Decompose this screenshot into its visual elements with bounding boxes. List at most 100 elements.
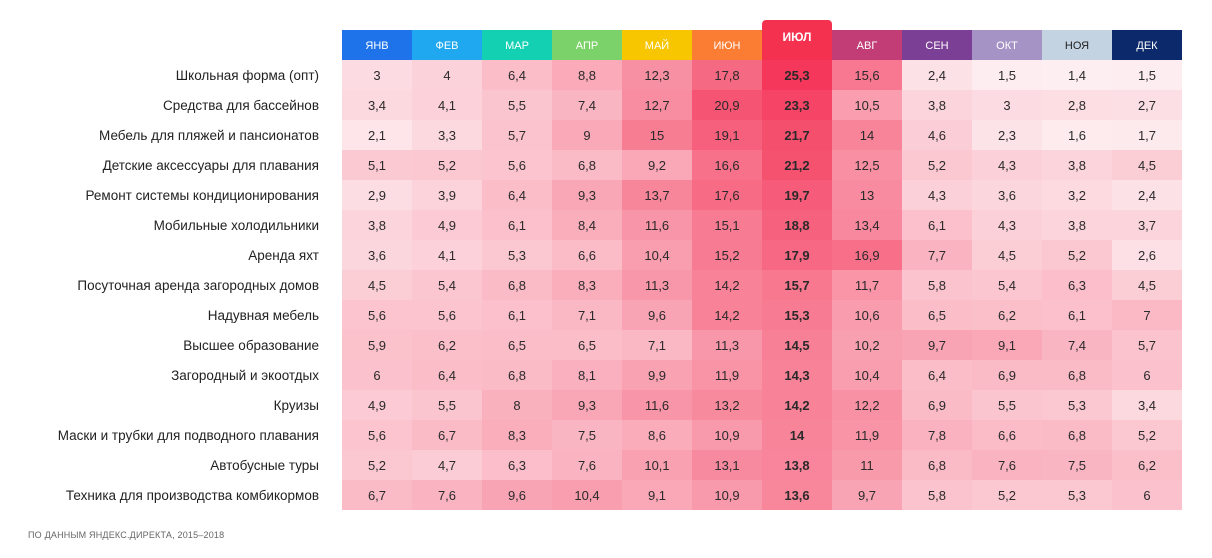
heat-cell bbox=[1112, 450, 1182, 480]
month-label-5: МАЙ bbox=[645, 39, 669, 52]
heat-cell bbox=[902, 480, 972, 510]
heat-cell bbox=[1112, 360, 1182, 390]
cell-value: 11,9 bbox=[855, 428, 879, 443]
cell-value: 14,2 bbox=[784, 398, 809, 413]
heat-cell bbox=[902, 420, 972, 450]
heat-cell bbox=[622, 390, 692, 420]
heat-cell bbox=[902, 270, 972, 300]
heat-cell bbox=[692, 90, 762, 120]
cell-value: 3,9 bbox=[438, 188, 456, 203]
cell-value: 15,2 bbox=[714, 248, 739, 263]
month-label-1: ЯНВ bbox=[365, 40, 388, 52]
heat-cell bbox=[762, 150, 832, 180]
heat-cell bbox=[1112, 60, 1182, 90]
heat-cell bbox=[482, 60, 552, 90]
heat-cell bbox=[692, 240, 762, 270]
cell-value: 5,9 bbox=[368, 338, 386, 353]
cell-value: 7,8 bbox=[928, 428, 946, 443]
cell-value: 17,9 bbox=[784, 248, 809, 263]
heat-cell bbox=[342, 480, 412, 510]
cell-value: 6,7 bbox=[368, 488, 386, 503]
cell-value: 5,7 bbox=[1138, 338, 1156, 353]
heat-cell bbox=[972, 120, 1042, 150]
heat-cell bbox=[552, 360, 622, 390]
cell-value: 8,3 bbox=[578, 278, 596, 293]
row-label-14: Автобусные туры bbox=[210, 458, 319, 473]
cell-value: 3,6 bbox=[368, 248, 386, 263]
cell-value: 6,5 bbox=[508, 338, 526, 353]
cell-value: 13,6 bbox=[784, 488, 809, 503]
heat-cell bbox=[1112, 90, 1182, 120]
cell-value: 2,6 bbox=[1138, 248, 1156, 263]
heat-cell bbox=[1042, 120, 1112, 150]
cell-value: 15 bbox=[650, 128, 664, 143]
heat-cell bbox=[762, 210, 832, 240]
heat-cell bbox=[1112, 180, 1182, 210]
heat-cell bbox=[1042, 390, 1112, 420]
cell-value: 10,9 bbox=[714, 428, 739, 443]
cell-value: 11,6 bbox=[645, 218, 669, 233]
cell-value: 13,7 bbox=[644, 188, 669, 203]
month-header-6 bbox=[692, 30, 762, 60]
cell-value: 2,4 bbox=[1138, 188, 1156, 203]
cell-value: 5,6 bbox=[438, 308, 456, 323]
month-label-9: СЕН bbox=[925, 40, 948, 52]
cell-value: 8,8 bbox=[578, 68, 596, 83]
heat-cell bbox=[902, 300, 972, 330]
cell-value: 9,7 bbox=[928, 338, 946, 353]
heat-cell bbox=[692, 450, 762, 480]
cell-value: 6,6 bbox=[998, 428, 1016, 443]
cell-value: 4,5 bbox=[998, 248, 1016, 263]
cell-value: 9 bbox=[583, 128, 590, 143]
heat-cell bbox=[482, 420, 552, 450]
heat-cell bbox=[622, 360, 692, 390]
cell-value: 14 bbox=[790, 428, 805, 443]
cell-value: 7,1 bbox=[578, 308, 596, 323]
cell-value: 4,1 bbox=[438, 98, 456, 113]
cell-value: 3 bbox=[1003, 98, 1010, 113]
cell-value: 4,9 bbox=[438, 218, 456, 233]
row-label-15: Техника для производства комбикормов bbox=[66, 488, 319, 503]
heat-cell bbox=[552, 90, 622, 120]
cell-value: 8,6 bbox=[648, 428, 666, 443]
cell-value: 6,2 bbox=[998, 308, 1016, 323]
cell-value: 4,3 bbox=[998, 158, 1016, 173]
source-footnote: ПО ДАННЫМ ЯНДЕКС.ДИРЕКТА, 2015–2018 bbox=[28, 530, 225, 540]
heat-cell bbox=[1112, 120, 1182, 150]
heat-cell bbox=[692, 120, 762, 150]
month-header-11 bbox=[1042, 30, 1112, 60]
heat-cell bbox=[482, 150, 552, 180]
heat-cell bbox=[622, 270, 692, 300]
cell-value: 10,5 bbox=[854, 98, 879, 113]
cell-value: 6,8 bbox=[1068, 368, 1086, 383]
cell-value: 3,4 bbox=[368, 98, 386, 113]
heat-cell bbox=[902, 90, 972, 120]
cell-value: 10,6 bbox=[854, 308, 879, 323]
heat-cell bbox=[902, 360, 972, 390]
row-label-10: Высшее образование bbox=[183, 338, 319, 353]
heat-cell bbox=[412, 300, 482, 330]
cell-value: 10,4 bbox=[854, 368, 879, 383]
cell-value: 9,3 bbox=[578, 188, 596, 203]
heat-cell bbox=[832, 390, 902, 420]
heat-cell bbox=[832, 60, 902, 90]
heat-cell bbox=[342, 360, 412, 390]
cell-value: 5,7 bbox=[508, 128, 526, 143]
heat-cell bbox=[482, 120, 552, 150]
heat-cell bbox=[762, 300, 832, 330]
heat-cell bbox=[482, 240, 552, 270]
cell-value: 9,1 bbox=[648, 488, 666, 503]
heat-cell bbox=[902, 120, 972, 150]
heat-cell bbox=[552, 120, 622, 150]
heat-cell bbox=[1042, 210, 1112, 240]
heat-cell bbox=[622, 180, 692, 210]
heat-cell bbox=[412, 60, 482, 90]
month-header-10 bbox=[972, 30, 1042, 60]
row-label-1: Школьная форма (опт) bbox=[176, 68, 319, 83]
heat-cell bbox=[832, 360, 902, 390]
heat-cell bbox=[692, 420, 762, 450]
cell-value: 5,1 bbox=[368, 158, 386, 173]
cell-value: 6,4 bbox=[438, 368, 456, 383]
cell-value: 5,2 bbox=[1138, 428, 1156, 443]
month-header-2 bbox=[412, 30, 482, 60]
